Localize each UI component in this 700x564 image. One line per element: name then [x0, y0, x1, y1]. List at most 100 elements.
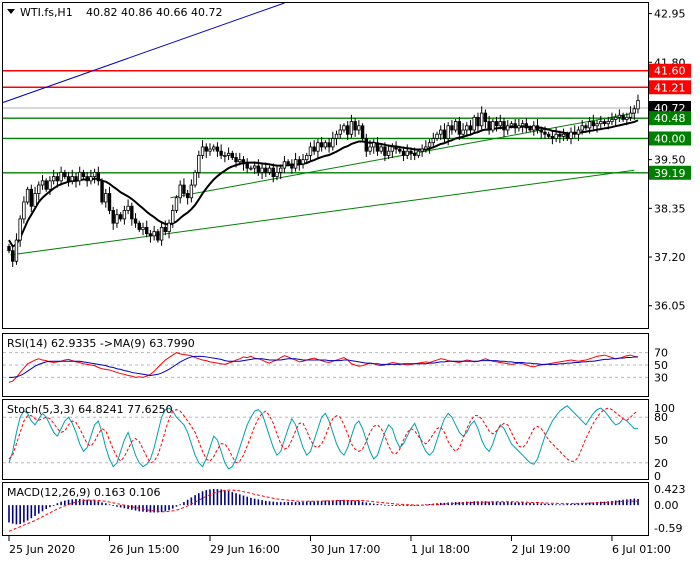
candle-body: [502, 121, 506, 131]
macd-bar: [238, 494, 241, 506]
macd-bar: [8, 505, 10, 523]
macd-title: MACD(12,26,9) 0.163 0.106: [7, 486, 161, 499]
candle-body: [532, 125, 536, 131]
macd-bar: [183, 502, 185, 506]
stoch-series-1: [8, 407, 639, 464]
candle-body: [174, 197, 179, 211]
macd-bar: [279, 502, 282, 506]
macd-bar: [209, 489, 211, 506]
candle-body: [33, 193, 37, 207]
macd-bar: [86, 499, 88, 506]
macd-bar: [439, 502, 442, 506]
stoch-tick-label: 100: [654, 402, 675, 415]
macd-bar: [529, 502, 531, 506]
candle-body: [628, 112, 633, 118]
macd-bar: [346, 500, 349, 506]
candle-body: [104, 193, 108, 203]
stoch-lines: [8, 405, 639, 470]
macd-bar: [503, 502, 505, 506]
macd-bar: [67, 499, 70, 506]
macd-bar: [317, 500, 319, 506]
candle-body: [11, 250, 15, 262]
macd-bar: [23, 505, 25, 523]
collapse-triangle-icon[interactable]: [7, 9, 15, 14]
candle-body: [14, 239, 19, 262]
macd-bar: [45, 505, 48, 509]
candle-body: [334, 133, 339, 139]
candle-body: [319, 142, 324, 148]
macd-bar: [391, 505, 394, 506]
candle-body: [416, 150, 421, 156]
macd-bar: [473, 501, 476, 506]
macd-bar: [510, 502, 513, 506]
candle-body: [587, 121, 592, 129]
candle-body: [44, 180, 48, 190]
candle-body: [573, 131, 577, 135]
candle-body: [25, 188, 30, 203]
macd-bar: [164, 505, 167, 512]
candle-body: [420, 148, 424, 152]
candle-body: [256, 165, 261, 173]
macd-bar: [339, 500, 342, 506]
candle-body: [37, 184, 41, 194]
macd-axis: 0.423 0.00 -0.59: [654, 483, 686, 535]
macd-bar: [283, 502, 286, 506]
candle-body: [487, 121, 491, 131]
candle-body: [118, 214, 123, 220]
price-level-lines: [3, 70, 648, 174]
time-tick-label: 29 Jun 16:00: [210, 543, 280, 556]
candle-body: [29, 188, 34, 207]
candle-body: [271, 167, 275, 177]
macd-bar: [123, 505, 126, 509]
macd-bar: [294, 502, 297, 506]
macd-bar: [465, 501, 468, 506]
candle-body: [513, 123, 517, 129]
rsi-tick-label: 30: [654, 371, 668, 384]
macd-bar: [265, 500, 267, 506]
candle-body: [476, 116, 480, 127]
trendline-0: [2, 2, 285, 103]
candle-body: [576, 129, 581, 135]
candle-body: [461, 129, 465, 135]
macd-bar: [145, 505, 148, 513]
macd-bar: [235, 493, 237, 506]
macd-bar: [26, 505, 29, 521]
macd-bar: [573, 503, 576, 506]
candle-body: [595, 123, 599, 127]
macd-bar: [581, 503, 583, 506]
candle-body: [78, 171, 82, 182]
candle-body: [130, 205, 134, 220]
macd-bar: [596, 502, 598, 506]
macd-bar: [532, 503, 535, 506]
candle-body: [483, 112, 488, 122]
candle-body: [40, 180, 45, 186]
candle-body: [424, 146, 428, 150]
macd-bar: [629, 499, 632, 506]
macd-bar: [544, 503, 546, 506]
macd-bar: [157, 505, 159, 513]
macd-bar: [179, 504, 182, 506]
candle-body: [241, 159, 246, 165]
candle-body: [435, 133, 439, 139]
candle-body: [617, 114, 622, 118]
macd-bar: [253, 498, 256, 506]
macd-bar: [190, 497, 193, 506]
candle-body: [379, 146, 383, 152]
time-axis: 25 Jun 2020 26 Jun 15:00 29 Jun 16:00 30 Ju…: [8, 536, 671, 556]
macd-bar: [108, 504, 111, 506]
macd-bar: [402, 505, 405, 506]
candle-body: [178, 184, 182, 199]
macd-bar: [30, 505, 33, 519]
candle-body: [621, 114, 625, 120]
macd-bar: [246, 496, 249, 506]
level-tag-40.00: [649, 131, 691, 146]
candle-body: [558, 133, 562, 137]
candle-body: [606, 121, 610, 125]
candle-body: [569, 131, 573, 139]
candle-body: [193, 171, 197, 186]
candle-body: [345, 125, 350, 135]
candle-body: [163, 226, 168, 233]
macd-bar: [34, 505, 36, 516]
candle-body: [301, 159, 305, 165]
